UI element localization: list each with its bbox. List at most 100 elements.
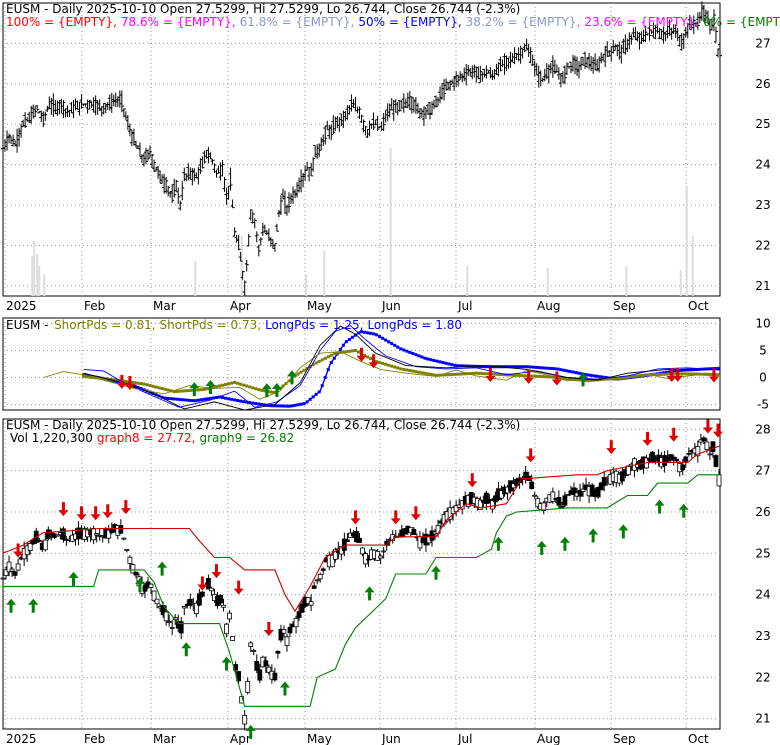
p2-series-point-0 <box>199 398 203 402</box>
p2-series-point-1 <box>447 373 451 377</box>
p2-series-point-0 <box>275 404 279 408</box>
p3-price-candle <box>523 471 529 479</box>
p2-series-point-0 <box>589 373 593 377</box>
p3-buy-arrow <box>279 681 290 696</box>
p2-series-point-1 <box>535 374 539 378</box>
p3-price-candle <box>181 606 187 609</box>
p2-series-point-0 <box>408 350 412 354</box>
p3-sell-arrow <box>410 506 421 521</box>
p3-buy-arrow <box>654 499 665 514</box>
p3-price-candle <box>541 502 547 512</box>
p3-price-candle <box>565 494 571 497</box>
p2-series-point-1 <box>523 374 527 378</box>
p3-price-candle <box>580 488 586 492</box>
p2-series-point-0 <box>139 387 143 391</box>
p2-series-point-1 <box>459 372 463 376</box>
p2-series-point-1 <box>184 389 188 393</box>
p3-price-candle <box>187 598 193 606</box>
p2-sell-arrow <box>551 371 562 386</box>
p2-series-point-1 <box>341 350 345 354</box>
p2-series-point-0 <box>529 365 533 369</box>
p2-series-point-0 <box>290 404 294 408</box>
p2-series-point-1 <box>607 377 611 381</box>
p2-series-point-0 <box>538 366 542 370</box>
p2-series-point-0 <box>236 399 240 403</box>
p3-price-candle <box>532 494 538 497</box>
p3-price-candle <box>221 604 226 608</box>
p3-buy-arrow <box>559 536 570 551</box>
p2-series-point-1 <box>692 372 696 376</box>
p2-buy-arrow <box>287 370 298 385</box>
p2-series-point-0 <box>450 363 454 367</box>
p2-series-point-1 <box>665 372 669 376</box>
p2-series-point-0 <box>208 396 212 400</box>
p3-buy-arrow <box>28 598 39 613</box>
p2-series-point-1 <box>178 389 182 393</box>
p2-series-point-1 <box>363 353 367 357</box>
p2-series-point-1 <box>586 379 590 383</box>
p2-series-point-1 <box>344 350 348 354</box>
p3-graph9-line <box>3 474 720 707</box>
p1-y-tick-label: 25 <box>755 117 770 131</box>
p3-price-candle <box>317 574 323 580</box>
p2-series-point-0 <box>577 371 581 375</box>
p2-series-point-1 <box>308 365 312 369</box>
p2-series-point-0 <box>526 365 530 369</box>
p2-series-point-1 <box>471 371 475 375</box>
p2-series-point-0 <box>175 397 179 401</box>
p3-price-candle <box>94 533 100 536</box>
p2-series-point-0 <box>184 398 188 402</box>
p3-buy-arrow <box>245 724 256 739</box>
p3-price-candle <box>193 602 199 614</box>
p3-price-candle <box>360 547 365 555</box>
p2-series-point-1 <box>218 384 222 388</box>
p2-series-point-1 <box>224 383 228 387</box>
p3-sell-arrow <box>606 440 617 455</box>
p1-volume-bar <box>685 186 688 296</box>
p3-price-candle <box>166 621 172 623</box>
p3-price-candle <box>625 465 631 476</box>
p2-series-point-1 <box>547 375 551 379</box>
p2-series-point-0 <box>326 367 330 371</box>
p2-series-point-1 <box>550 375 554 379</box>
p3-price-candle <box>15 563 21 571</box>
p2-series-point-0 <box>453 363 457 367</box>
oscillator-panel: 10 5 0 -5 EUSM - ShortPds = 0.81, ShortPds = 0… <box>2 316 771 412</box>
p2-series-point-0 <box>674 369 678 373</box>
p2-series-point-1 <box>514 373 518 377</box>
p3-x-tick-label: May <box>307 732 332 745</box>
p3-price-candle <box>12 571 18 576</box>
p3-price-candle <box>308 601 314 606</box>
p3-price-candle <box>230 636 236 641</box>
p2-legend-item: LongPds = 1.25, <box>265 318 363 332</box>
p2-series-line-4 <box>83 325 720 411</box>
p3-buy-arrow <box>6 598 17 613</box>
p2-series-point-0 <box>317 390 321 394</box>
p3-price-candle <box>209 587 214 592</box>
p2-buy-arrow <box>271 383 282 398</box>
p2-series-point-1 <box>257 388 261 392</box>
p2-series-point-1 <box>399 367 403 371</box>
p2-series-point-1 <box>659 372 663 376</box>
p3-y-tick-label: 24 <box>755 588 770 602</box>
p2-series-point-0 <box>710 367 714 371</box>
p2-series-point-1 <box>423 371 427 375</box>
p2-series-point-0 <box>375 333 379 337</box>
p2-series-point-1 <box>347 349 351 353</box>
p2-y-tick-label: -5 <box>757 398 769 412</box>
p2-series-point-1 <box>707 372 711 376</box>
p1-volume-bar <box>679 270 682 296</box>
p3-price-candle <box>499 490 504 499</box>
p2-series-point-1 <box>408 369 412 373</box>
p2-series-point-1 <box>142 382 146 386</box>
p2-series-point-0 <box>447 362 451 366</box>
p2-series-point-1 <box>529 374 533 378</box>
p3-price-candle <box>148 583 154 588</box>
p3-price-candle <box>130 564 136 574</box>
p2-series-point-0 <box>341 343 345 347</box>
p2-sell-arrow <box>672 367 683 382</box>
p3-price-candle <box>27 543 33 551</box>
p3-price-candle <box>293 618 299 628</box>
p2-series-point-0 <box>477 364 481 368</box>
p2-series-point-1 <box>492 372 496 376</box>
